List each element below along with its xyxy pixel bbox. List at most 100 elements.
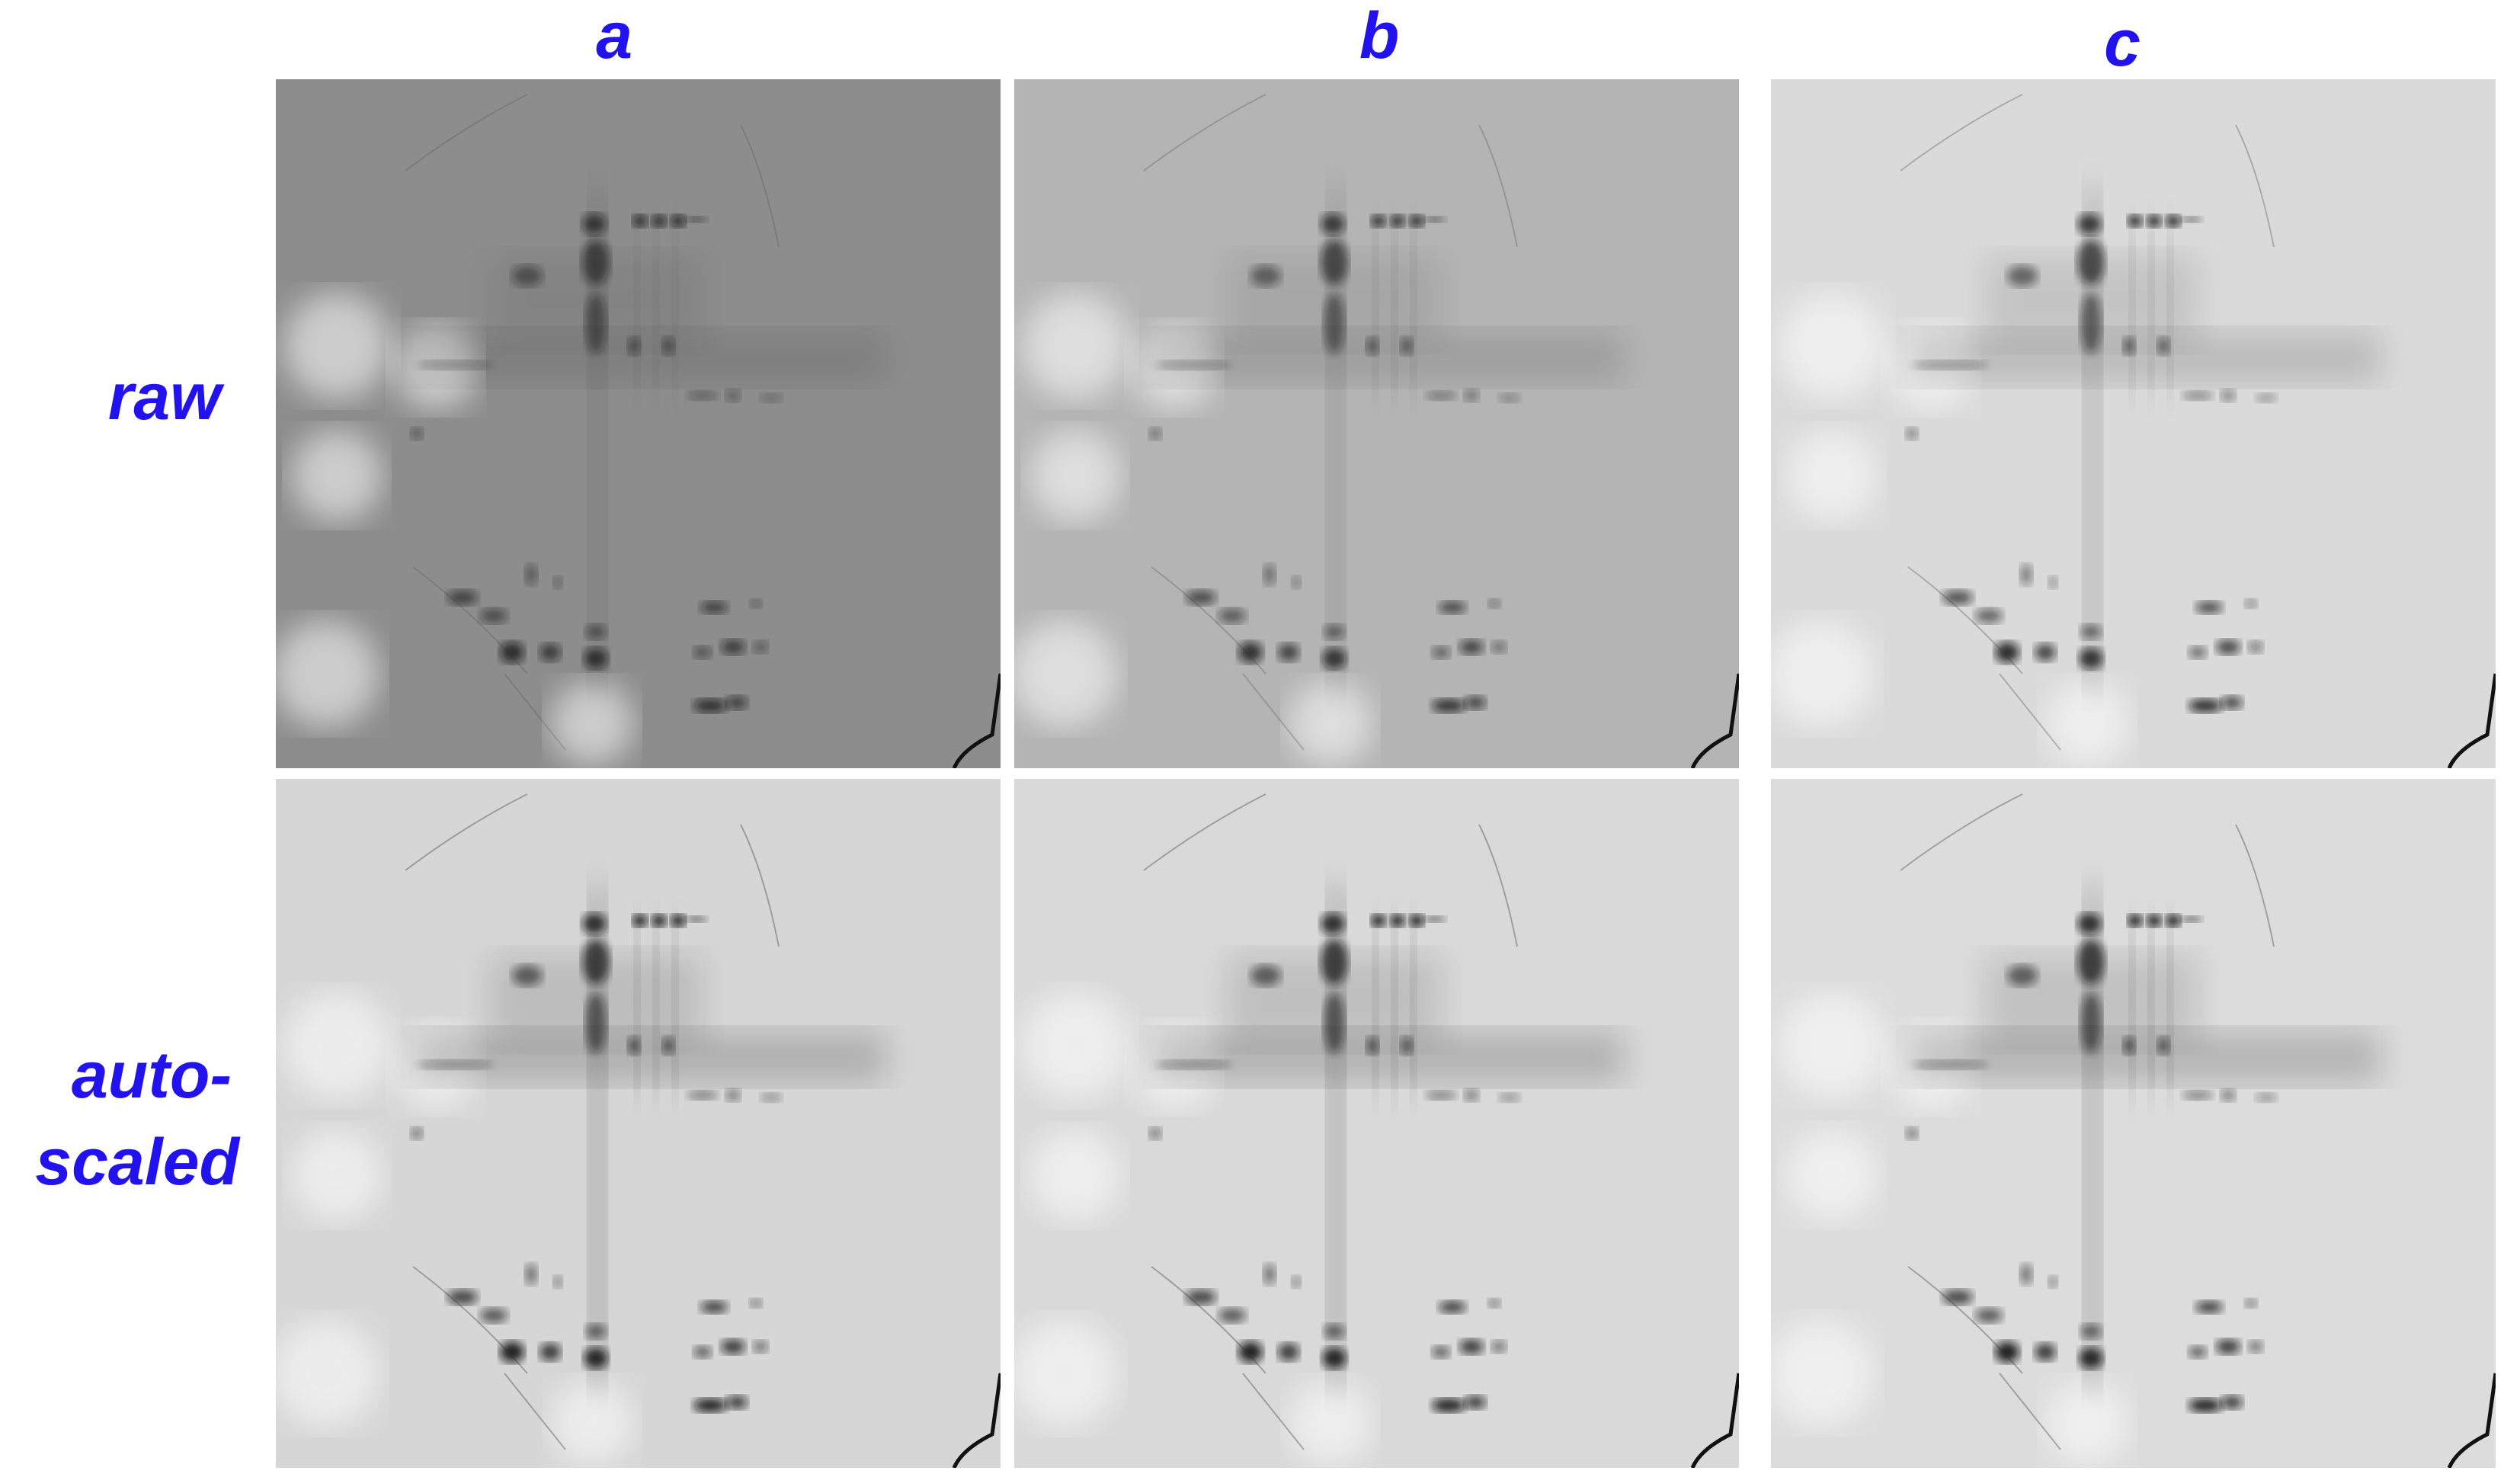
gel-background: [1771, 779, 2496, 1468]
protein-spot: [632, 915, 648, 927]
protein-spot: [2080, 293, 2102, 354]
protein-spot: [585, 624, 607, 639]
protein-spot: [1426, 391, 1456, 400]
protein-spot: [2035, 643, 2056, 662]
protein-spot: [1250, 265, 1281, 287]
bright-artifact: [283, 293, 390, 399]
protein-spot: [582, 239, 610, 285]
protein-spot: [2157, 1036, 2169, 1055]
bright-artifact: [1289, 1381, 1372, 1465]
protein-spot: [1324, 624, 1345, 639]
protein-spot: [1149, 1127, 1161, 1139]
protein-spot: [2221, 696, 2243, 710]
protein-spot: [1401, 1036, 1413, 1055]
protein-spot: [2079, 1347, 2103, 1369]
protein-spot: [2123, 1036, 2135, 1055]
gel-background: [1014, 779, 1739, 1468]
protein-spot: [1371, 915, 1386, 927]
protein-spot: [1250, 965, 1281, 986]
protein-spot: [1424, 216, 1446, 223]
protein-spot: [1324, 293, 1345, 354]
scratch-artifact: [2235, 824, 2275, 947]
column-label-b: b: [1359, 0, 1400, 72]
protein-spot: [512, 965, 543, 986]
protein-spot: [1912, 360, 1988, 370]
protein-spot: [760, 1093, 782, 1102]
protein-spot: [700, 1301, 728, 1313]
protein-spot: [693, 699, 727, 713]
bright-artifact: [1779, 992, 1885, 1099]
gel-edge: [952, 673, 1001, 768]
protein-spot: [1432, 1399, 1465, 1412]
protein-spot: [512, 265, 543, 287]
bright-artifact: [2045, 681, 2129, 765]
protein-spot: [726, 1395, 748, 1409]
protein-spot: [1186, 1290, 1216, 1305]
protein-spot: [2221, 389, 2236, 402]
protein-spot: [1278, 643, 1299, 662]
protein-spot: [1322, 648, 1346, 669]
protein-spot: [2166, 215, 2181, 227]
protein-spot: [2007, 965, 2038, 986]
scratch-artifact: [1478, 824, 1518, 947]
protein-spot: [1488, 1299, 1500, 1308]
protein-spot: [2248, 1341, 2263, 1353]
protein-spot: [1218, 1308, 1246, 1323]
protein-spot: [2077, 939, 2105, 985]
protein-spot: [500, 642, 524, 663]
protein-spot: [2128, 915, 2143, 927]
protein-spot: [1321, 239, 1348, 285]
protein-spot: [585, 992, 607, 1053]
scratch-artifact: [1242, 1373, 1305, 1450]
protein-spot: [726, 696, 748, 710]
protein-spot: [2248, 641, 2263, 653]
protein-spot: [1439, 601, 1466, 614]
protein-spot: [2020, 564, 2032, 585]
protein-spot: [1390, 915, 1405, 927]
scratch-artifact: [412, 1266, 528, 1374]
scratch-artifact: [1907, 566, 2023, 674]
protein-spot: [1465, 696, 1486, 710]
protein-spot: [632, 215, 648, 227]
scratch-artifact: [1478, 124, 1518, 248]
protein-spot: [2020, 1264, 2032, 1285]
protein-spot: [1491, 641, 1507, 653]
protein-spot: [2079, 648, 2103, 669]
row-label-raw: raw: [107, 360, 221, 434]
protein-spot: [1155, 1060, 1231, 1069]
protein-spot: [1906, 428, 1918, 440]
scratch-artifact: [1900, 94, 2023, 171]
protein-spot: [2181, 916, 2202, 922]
protein-spot: [480, 608, 508, 623]
protein-spot: [1321, 913, 1345, 934]
protein-spot: [1409, 915, 1424, 927]
protein-spot: [1292, 1276, 1301, 1288]
protein-spot: [480, 1308, 508, 1323]
protein-spot: [687, 391, 718, 400]
scratch-artifact: [1999, 1373, 2061, 1450]
protein-spot: [447, 1290, 478, 1305]
bright-artifact: [550, 1381, 634, 1465]
gel-background: [276, 779, 1001, 1468]
protein-spot: [2256, 1093, 2277, 1102]
protein-spot: [584, 648, 608, 669]
protein-spot: [686, 916, 707, 922]
protein-spot: [1186, 590, 1216, 605]
bright-artifact: [1786, 1129, 1878, 1221]
bright-artifact: [1771, 620, 1874, 727]
protein-spot: [662, 337, 674, 355]
protein-spot: [1432, 646, 1450, 658]
scratch-artifact: [412, 566, 528, 674]
protein-spot: [1321, 939, 1348, 985]
protein-spot: [1464, 1089, 1479, 1101]
bright-artifact: [1022, 992, 1129, 1099]
column-label-a: a: [596, 0, 632, 72]
protein-spot: [584, 1347, 608, 1369]
protein-spot: [1432, 699, 1465, 713]
gel-image-raw-c: [1771, 79, 2496, 768]
protein-spot: [662, 1036, 674, 1055]
protein-spot: [1995, 1341, 2019, 1363]
protein-spot: [1238, 1341, 1263, 1363]
scratch-artifact: [2235, 124, 2275, 248]
protein-spot: [2048, 1276, 2057, 1288]
